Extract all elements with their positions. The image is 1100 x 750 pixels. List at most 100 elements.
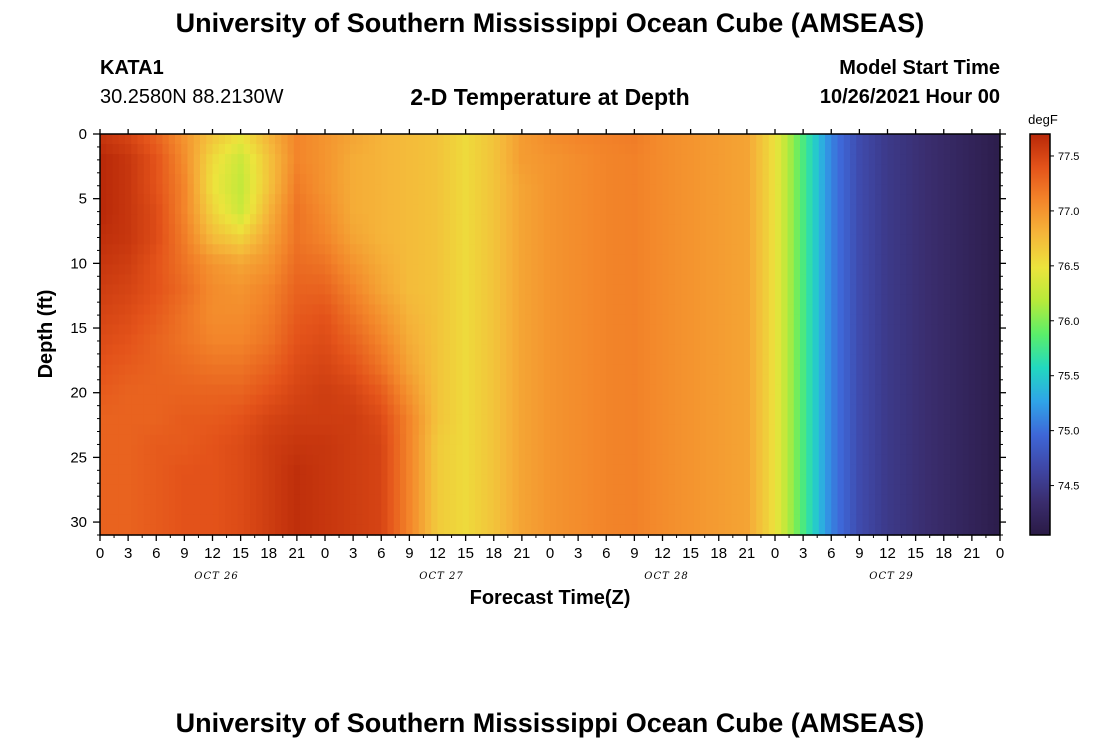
heatmap-cell [181, 234, 189, 245]
heatmap-cell [893, 244, 901, 255]
heatmap-cell [593, 294, 601, 306]
heatmap-cell [187, 354, 195, 366]
heatmap-cell [512, 444, 520, 456]
heatmap-cell [681, 464, 689, 476]
heatmap-cell [918, 234, 926, 245]
heatmap-cell [331, 264, 339, 275]
heatmap-cell [593, 454, 601, 466]
heatmap-cell [581, 214, 589, 225]
heatmap-cell [275, 444, 282, 456]
heatmap-cell [375, 344, 382, 356]
heatmap-cell [706, 204, 714, 215]
heatmap-cell [531, 134, 539, 145]
heatmap-cell [468, 334, 476, 346]
heatmap-cell [493, 264, 501, 275]
heatmap-cell [500, 344, 507, 356]
heatmap-cell [318, 134, 326, 145]
heatmap-cell [687, 234, 695, 245]
heatmap-cell [862, 274, 870, 285]
heatmap-cell [506, 194, 514, 205]
heatmap-cell [400, 454, 407, 466]
heatmap-cell [987, 434, 995, 446]
heatmap-cell [200, 214, 207, 225]
heatmap-cell [362, 314, 370, 326]
heatmap-cell [350, 364, 357, 376]
heatmap-cell [793, 464, 801, 476]
heatmap-cell [393, 474, 401, 486]
heatmap-cell [931, 334, 939, 346]
heatmap-cell [800, 464, 807, 476]
heatmap-cell [575, 414, 582, 426]
heatmap-cell [356, 354, 364, 366]
heatmap-cell [250, 154, 257, 165]
heatmap-cell [656, 274, 664, 285]
heatmap-cell [506, 354, 514, 366]
heatmap-cell [837, 274, 845, 285]
heatmap-cell [118, 454, 126, 466]
heatmap-cell [718, 344, 726, 356]
heatmap-cell [900, 254, 907, 265]
heatmap-cell [725, 174, 732, 185]
heatmap-cell [868, 414, 876, 426]
heatmap-cell [668, 264, 676, 275]
heatmap-cell [818, 194, 826, 205]
heatmap-cell [850, 154, 857, 165]
heatmap-cell [731, 214, 739, 225]
heatmap-cell [543, 374, 551, 386]
heatmap-cell [168, 394, 176, 406]
heatmap-cell [737, 204, 745, 215]
heatmap-cell [706, 234, 714, 245]
heatmap-cell [143, 394, 151, 406]
heatmap-cell [875, 214, 882, 225]
heatmap-cell [200, 264, 207, 275]
heatmap-cell [268, 294, 276, 306]
heatmap-cell [543, 304, 551, 316]
heatmap-cell [212, 424, 220, 436]
heatmap-cell [168, 174, 176, 185]
heatmap-cell [975, 334, 982, 346]
heatmap-cell [781, 454, 789, 466]
heatmap-cell [768, 374, 776, 386]
heatmap-cell [612, 384, 620, 396]
heatmap-cell [300, 474, 307, 486]
heatmap-cell [375, 184, 382, 195]
heatmap-cell [712, 334, 720, 346]
heatmap-cell [468, 414, 476, 426]
heatmap-cell [256, 444, 264, 456]
heatmap-cell [412, 344, 420, 356]
heatmap-cell [250, 364, 257, 376]
heatmap-cell [500, 264, 507, 275]
heatmap-cell [912, 314, 920, 326]
heatmap-cell [200, 414, 207, 426]
heatmap-cell [925, 284, 932, 296]
heatmap-cell [975, 254, 982, 265]
heatmap-cell [893, 414, 901, 426]
heatmap-cell [806, 244, 814, 255]
heatmap-cell [850, 284, 857, 296]
heatmap-cell [206, 394, 214, 406]
heatmap-cell [800, 304, 807, 316]
heatmap-cell [312, 164, 320, 175]
heatmap-cell [200, 244, 207, 255]
heatmap-cell [831, 464, 839, 476]
heatmap-cell [393, 274, 401, 285]
heatmap-cell [725, 344, 732, 356]
heatmap-cell [981, 224, 989, 235]
heatmap-cell [700, 144, 707, 155]
heatmap-cell [118, 474, 126, 486]
heatmap-cell [175, 164, 182, 175]
heatmap-cell [531, 224, 539, 235]
heatmap-cell [131, 374, 139, 386]
heatmap-cell [575, 274, 582, 285]
heatmap-cell [718, 214, 726, 225]
heatmap-cell [662, 464, 670, 476]
heatmap-cell [818, 264, 826, 275]
heatmap-cell [225, 424, 232, 436]
heatmap-cell [518, 374, 526, 386]
heatmap-cell [275, 284, 282, 296]
heatmap-cell [850, 214, 857, 225]
heatmap-cell [306, 394, 314, 406]
heatmap-cell [925, 404, 932, 416]
heatmap-cell [893, 314, 901, 326]
heatmap-cell [881, 464, 889, 476]
